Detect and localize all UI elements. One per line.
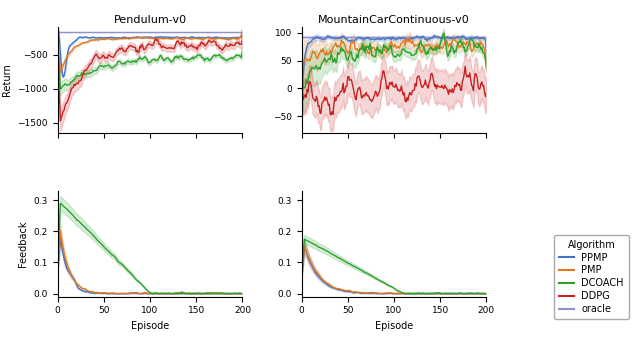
Y-axis label: Return: Return <box>2 64 12 97</box>
Title: Pendulum-v0: Pendulum-v0 <box>113 15 187 25</box>
Legend: PPMP, PMP, DCOACH, DDPG, oracle: PPMP, PMP, DCOACH, DDPG, oracle <box>554 235 628 319</box>
Title: MountainCarContinuous-v0: MountainCarContinuous-v0 <box>318 15 470 25</box>
Y-axis label: Feedback: Feedback <box>18 221 28 267</box>
X-axis label: Episode: Episode <box>131 321 169 331</box>
X-axis label: Episode: Episode <box>375 321 413 331</box>
